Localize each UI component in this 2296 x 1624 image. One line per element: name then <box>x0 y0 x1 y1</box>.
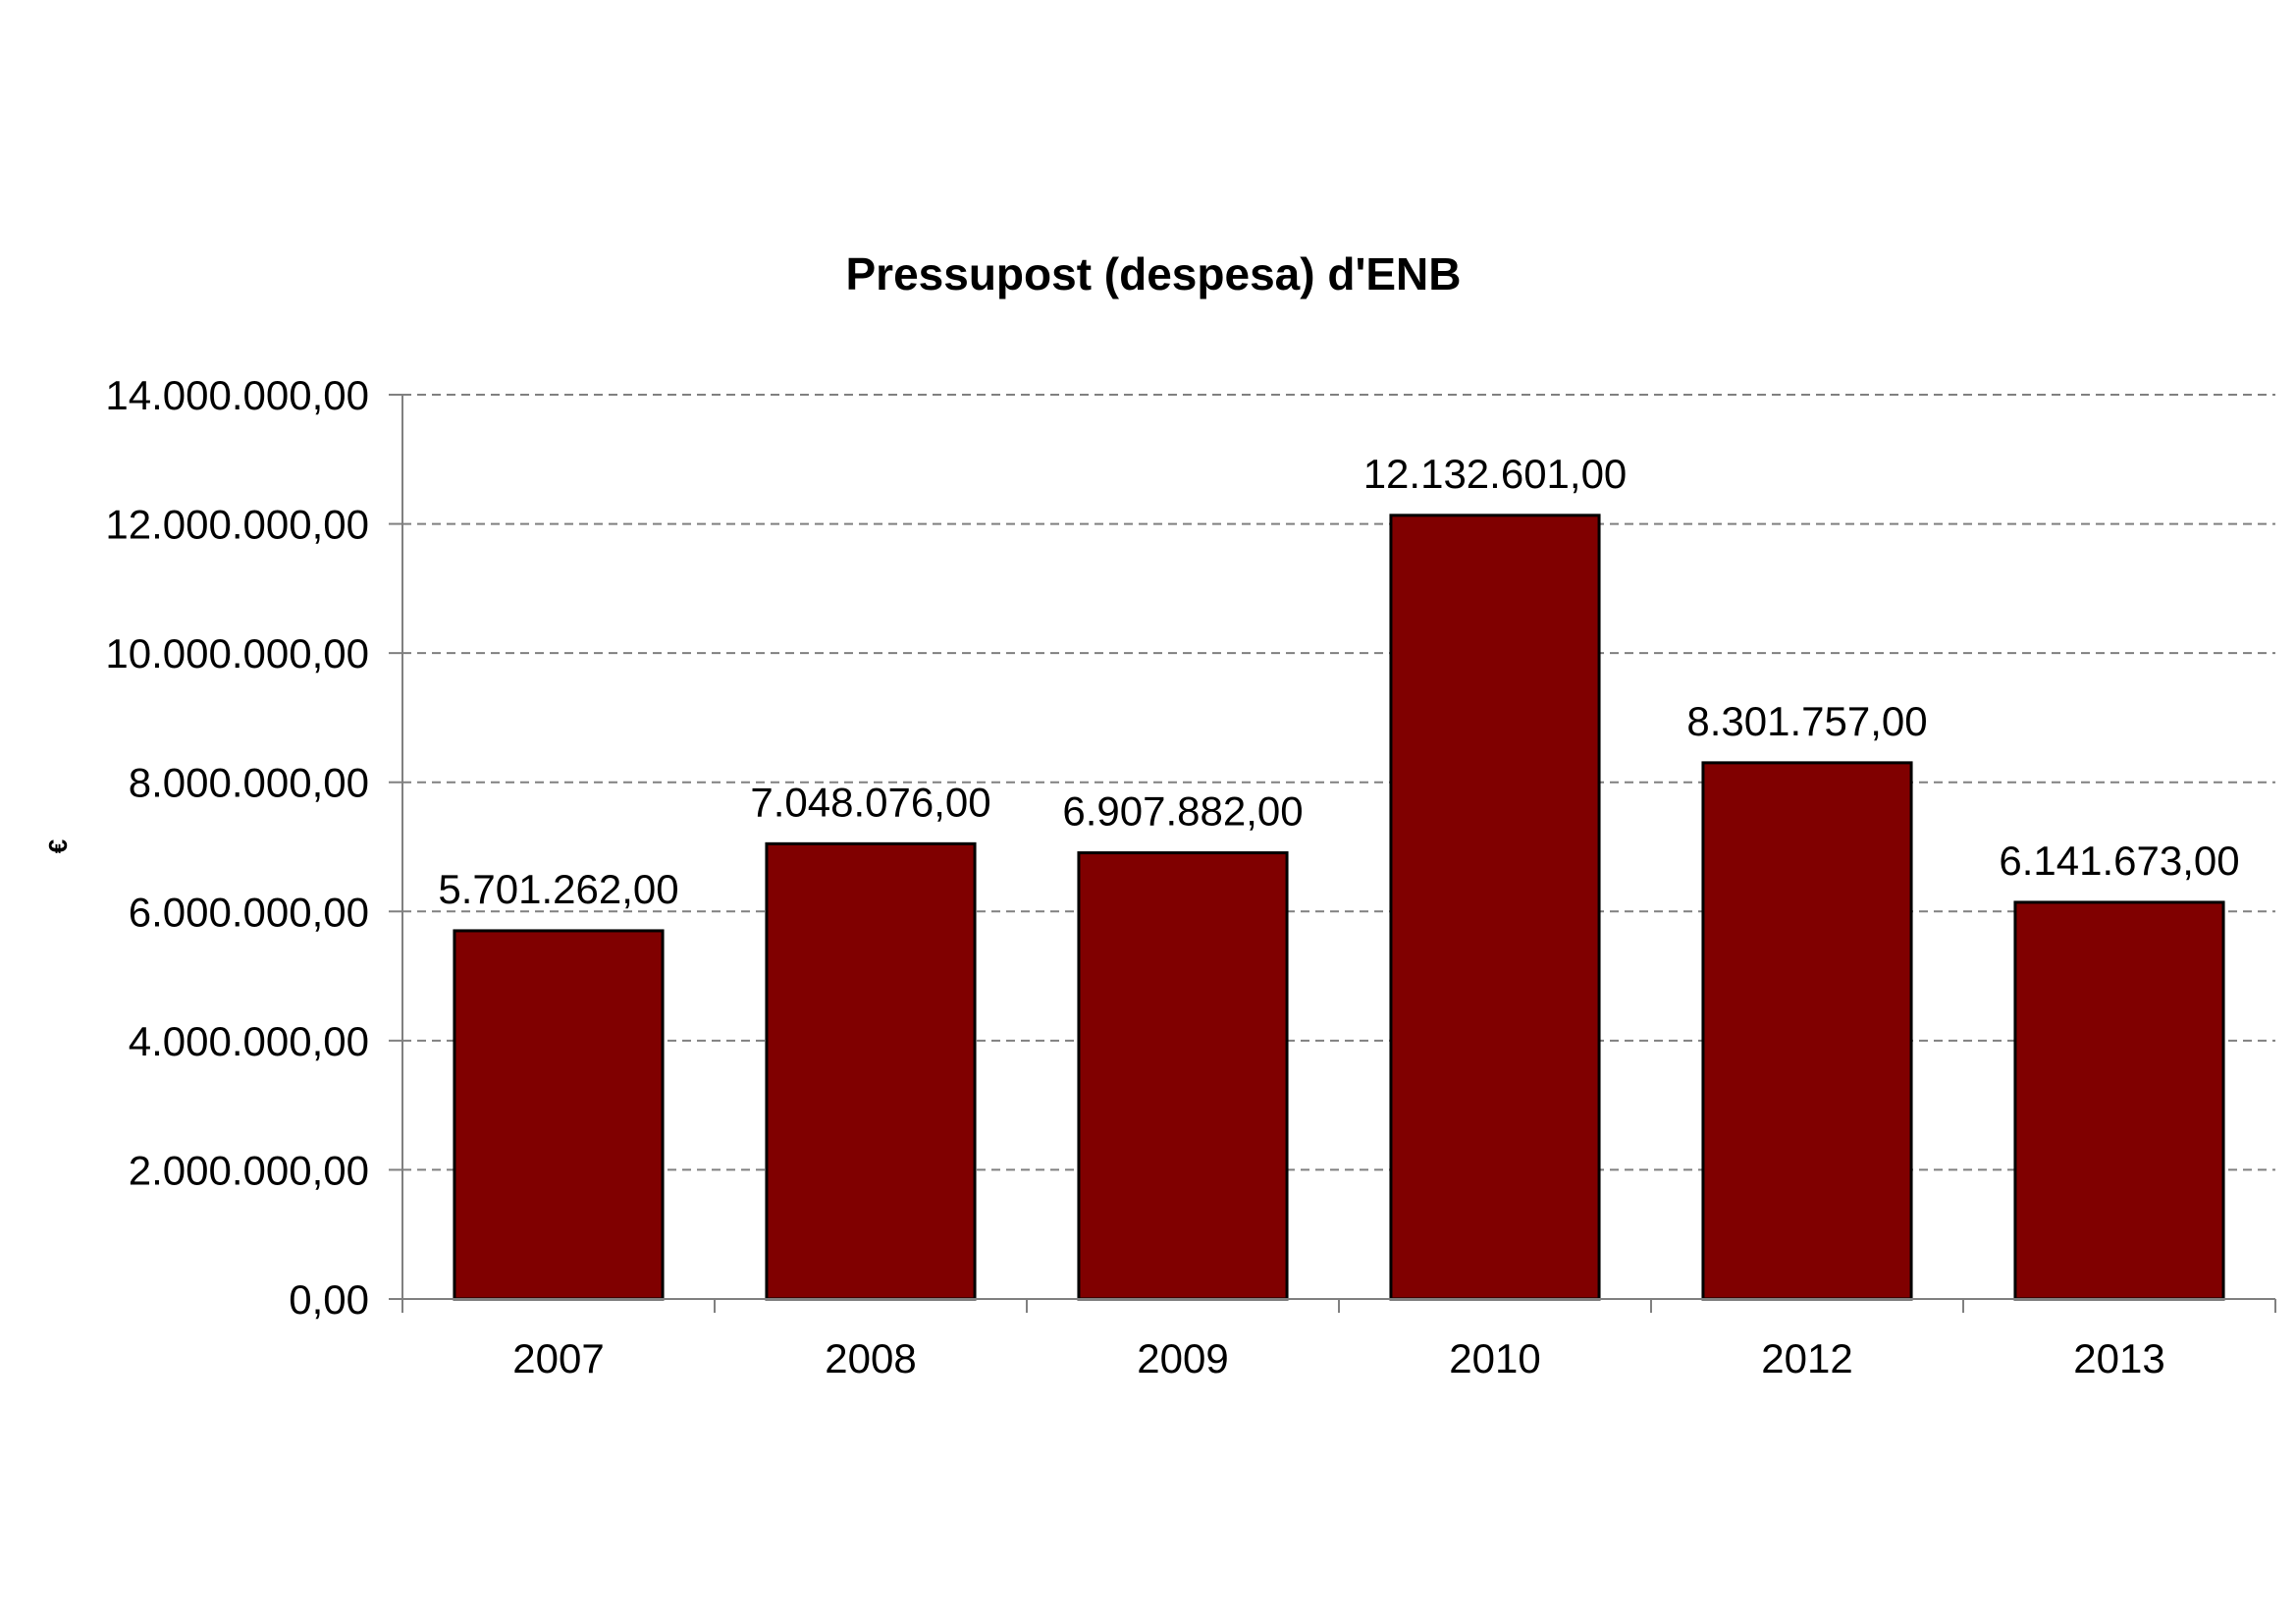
data-label: 6.907.882,00 <box>1062 788 1303 835</box>
bar <box>1701 761 1913 1301</box>
bar <box>1389 514 1601 1301</box>
x-tick-label: 2008 <box>825 1335 916 1381</box>
y-tick-label: 6.000.000,00 <box>129 889 369 935</box>
y-tick-label: 12.000.000,00 <box>105 502 369 548</box>
x-tick-label: 2009 <box>1137 1335 1228 1381</box>
data-label: 5.701.262,00 <box>438 866 678 912</box>
data-label: 8.301.757,00 <box>1686 698 1927 744</box>
axes <box>389 394 2276 1313</box>
chart-title: Pressupost (despesa) d'ENB <box>846 248 1462 299</box>
y-tick-label: 0,00 <box>289 1276 369 1323</box>
y-axis-title: € <box>43 839 73 853</box>
gridlines <box>402 394 2275 1171</box>
y-tick-label: 14.000.000,00 <box>105 372 369 418</box>
data-label: 7.048.076,00 <box>750 779 990 825</box>
labels: 0,00 2.000.000,00 4.000.000,00 6.000.000,00… <box>105 372 2239 1381</box>
bar <box>2013 900 2225 1301</box>
data-label: 12.132.601,00 <box>1363 451 1628 497</box>
y-tick-label: 8.000.000,00 <box>129 760 369 806</box>
bar <box>453 929 665 1301</box>
x-tick-label: 2013 <box>2073 1335 2164 1381</box>
y-tick-label: 2.000.000,00 <box>129 1147 369 1193</box>
data-label: 6.141.673,00 <box>1999 838 2239 884</box>
x-tick-label: 2007 <box>512 1335 604 1381</box>
bar <box>765 841 977 1301</box>
x-tick-label: 2010 <box>1449 1335 1540 1381</box>
y-tick-label: 10.000.000,00 <box>105 630 369 677</box>
bar <box>1077 851 1289 1301</box>
x-tick-label: 2012 <box>1761 1335 1852 1381</box>
y-tick-label: 4.000.000,00 <box>129 1018 369 1064</box>
